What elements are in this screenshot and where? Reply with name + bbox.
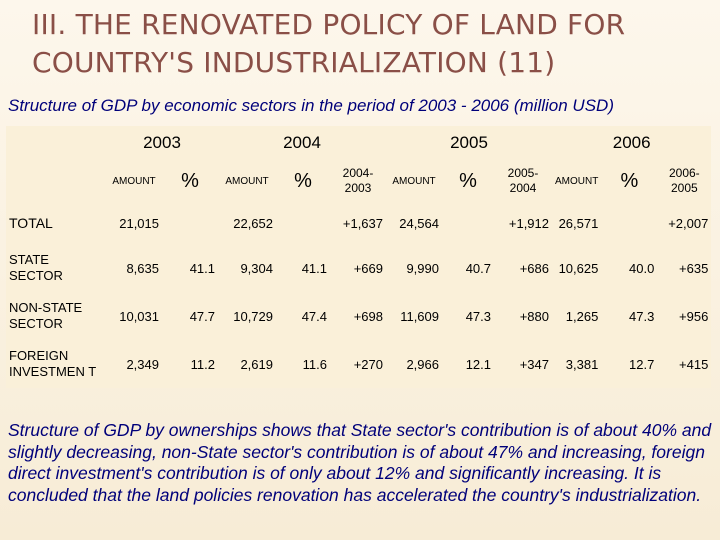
percent-2003: 41.1: [189, 260, 215, 276]
slide-title-line-2: COUNTRY'S INDUSTRIALIZATION (11): [32, 46, 556, 79]
percent-2005: [442, 202, 494, 244]
change-2004: +698: [353, 308, 383, 324]
amount-2006: 26,571: [558, 215, 599, 231]
change-2004: +270: [353, 356, 383, 372]
percent-2006: [601, 202, 657, 244]
percent-2006: 12.7: [629, 356, 655, 372]
table-row-non-state-sector: NON-STATE SECTOR 10,031 47.7 10,729 47.4…: [6, 292, 711, 340]
percent-2005-header: %: [459, 169, 477, 192]
table-caption: Structure of GDP by economic sectors in …: [8, 96, 614, 115]
year-2006-header: 2006: [612, 133, 651, 152]
year-header-row: 2003 2004 2005 2006: [6, 126, 711, 160]
year-2003-header: 2003: [143, 133, 181, 152]
change-2006-header: 2006-2005: [668, 166, 700, 195]
amount-2004: 22,652: [233, 215, 273, 231]
change-2005: +1,912: [508, 215, 549, 231]
percent-2006: 47.3: [629, 308, 655, 324]
conclusion-paragraph: Structure of GDP by ownerships shows tha…: [8, 420, 712, 505]
percent-2004: [276, 202, 330, 244]
change-2004: +1,637: [342, 215, 383, 231]
percent-2004-header: %: [294, 169, 312, 192]
amount-2006: 10,625: [558, 260, 599, 276]
percent-2003: 47.7: [189, 308, 215, 324]
year-2005-header: 2005: [450, 133, 488, 152]
gdp-structure-table: 2003 2004 2005 2006 AMOUNT % AMOUNT % 20…: [6, 126, 712, 388]
change-2005: +347: [519, 356, 549, 372]
row-label: NON-STATE SECTOR: [9, 300, 83, 331]
amount-2005-header: AMOUNT: [392, 175, 436, 187]
row-label: FOREIGN INVESTMEN T: [9, 348, 97, 379]
label-header-cell: [6, 160, 106, 202]
percent-2005: 12.1: [465, 356, 491, 372]
table-row-total: TOTAL 21,015 22,652 +1,637 24,564 +1,912…: [6, 202, 711, 244]
amount-2006: 1,265: [565, 308, 599, 324]
amount-2004: 10,729: [233, 308, 273, 324]
change-2006: +635: [679, 260, 709, 276]
amount-2003: 10,031: [119, 308, 159, 324]
percent-2003: [162, 202, 218, 244]
change-2006: +2,007: [668, 215, 709, 231]
percent-2004: 11.6: [302, 356, 327, 372]
percent-2004: 41.1: [301, 260, 327, 276]
amount-2005: 11,609: [400, 308, 439, 324]
percent-2003-header: %: [181, 169, 199, 192]
percent-2005: 40.7: [465, 260, 491, 276]
change-2005-header: 2005-2004: [507, 166, 539, 195]
amount-2003-header: AMOUNT: [112, 175, 156, 187]
amount-2003: 2,349: [126, 356, 159, 372]
percent-2006: 40.0: [629, 260, 655, 276]
change-2005: +686: [519, 260, 549, 276]
row-label: STATE SECTOR: [9, 252, 63, 283]
percent-2005: 47.3: [465, 308, 491, 324]
amount-2004: 2,619: [240, 356, 273, 372]
change-2006: +956: [679, 308, 709, 324]
row-label: TOTAL: [9, 215, 53, 231]
table-row-foreign-investment: FOREIGN INVESTMEN T 2,349 11.2 2,619 11.…: [6, 340, 711, 388]
slide-title-line-1: III. THE RENOVATED POLICY OF LAND FOR: [32, 8, 626, 41]
table-row-state-sector: STATE SECTOR 8,635 41.1 9,304 41.1 +669 …: [6, 244, 711, 292]
amount-2004: 9,304: [240, 260, 273, 276]
change-2004: +669: [353, 260, 383, 276]
amount-2005: 24,564: [399, 215, 439, 231]
amount-2006: 3,381: [565, 356, 599, 372]
amount-2003: 21,015: [119, 215, 159, 231]
corner-cell: [6, 126, 106, 160]
change-2006: +415: [679, 356, 709, 372]
amount-2006-header: AMOUNT: [555, 175, 599, 187]
percent-2003: 11.2: [190, 356, 215, 372]
amount-2005: 2,966: [406, 356, 439, 372]
change-2004-header: 2004-2003: [342, 166, 374, 195]
amount-2005: 9,990: [406, 260, 439, 276]
slide-title: III. THE RENOVATED POLICY OF LAND FOR CO…: [32, 6, 692, 82]
percent-2006-header: %: [620, 169, 639, 192]
change-2005: +880: [519, 308, 549, 324]
column-header-row: AMOUNT % AMOUNT % 2004-2003 AMOUNT % 200…: [6, 160, 711, 202]
year-2004-header: 2004: [283, 133, 321, 152]
amount-2004-header: AMOUNT: [225, 175, 269, 187]
amount-2003: 8,635: [126, 260, 159, 276]
percent-2004: 47.4: [301, 308, 327, 324]
